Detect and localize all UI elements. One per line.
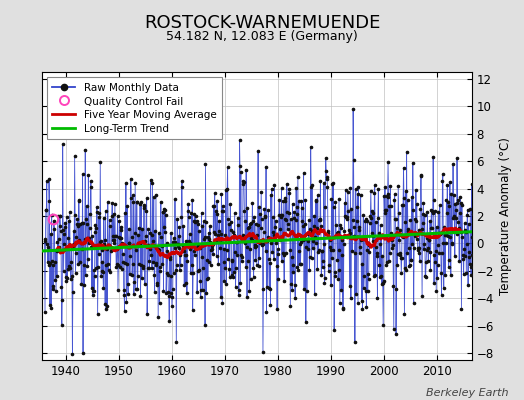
Text: Berkeley Earth: Berkeley Earth [426,388,508,398]
Y-axis label: Temperature Anomaly (°C): Temperature Anomaly (°C) [499,137,512,295]
Text: ROSTOCK-WARNEMUENDE: ROSTOCK-WARNEMUENDE [144,14,380,32]
Legend: Raw Monthly Data, Quality Control Fail, Five Year Moving Average, Long-Term Tren: Raw Monthly Data, Quality Control Fail, … [47,77,222,140]
Text: 54.182 N, 12.083 E (Germany): 54.182 N, 12.083 E (Germany) [166,30,358,43]
